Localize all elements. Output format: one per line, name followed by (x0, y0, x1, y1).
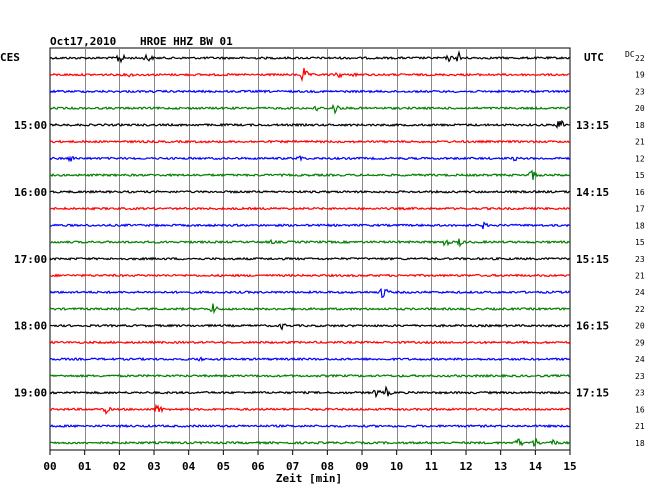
row-scale-value: 24 (635, 355, 645, 364)
chart-station: HROE HHZ BW 01 (140, 35, 233, 48)
row-scale-value: 18 (635, 121, 645, 130)
trace-row-13 (49, 273, 571, 278)
right-time-label: 16:15 (576, 320, 609, 333)
trace-row-22 (49, 423, 571, 429)
trace-row-15 (49, 303, 571, 315)
trace-row-20 (49, 385, 571, 399)
right-time-label: 15:15 (576, 253, 609, 266)
trace-row-11 (49, 238, 571, 248)
row-scale-value: 20 (635, 322, 645, 331)
right-time-labels: 13:15 14:15 15:15 16:15 17:15 (576, 119, 609, 400)
x-tick-label: 02 (113, 460, 126, 473)
trace-row-19 (49, 373, 571, 379)
trace-row-8 (49, 189, 571, 194)
row-scale-value: 16 (635, 188, 645, 197)
x-tick-label: 04 (182, 460, 196, 473)
x-tick-label: 08 (321, 460, 334, 473)
trace-row-3 (49, 103, 571, 115)
trace-row-17 (49, 340, 571, 345)
row-scale-labels: 22 19 23 20 18 21 12 15 16 17 18 15 23 21 24 22 20 29 24 23… (635, 54, 645, 448)
time-grid (49, 47, 571, 451)
row-scale-value: 12 (635, 154, 645, 163)
trace-row-4 (49, 119, 571, 130)
row-scale-value: 24 (635, 288, 645, 297)
x-tick-label: 11 (425, 460, 439, 473)
scale-unit-label: DC (625, 50, 635, 59)
row-scale-value: 20 (635, 104, 645, 113)
right-time-label: 13:15 (576, 119, 609, 132)
left-time-label: 15:00 (14, 119, 47, 132)
x-tick-label: 09 (355, 460, 368, 473)
x-tick-label: 14 (529, 460, 543, 473)
row-scale-value: 23 (635, 255, 645, 264)
x-tick-label: 00 (43, 460, 56, 473)
trace-row-16 (49, 323, 571, 331)
row-scale-value: 16 (635, 405, 645, 414)
right-time-label: 17:15 (576, 387, 609, 400)
right-time-label: 14:15 (576, 186, 609, 199)
trace-row-9 (49, 206, 571, 211)
x-tick-label: 13 (494, 460, 507, 473)
x-tick-label: 05 (217, 460, 230, 473)
x-tick-label: 12 (459, 460, 472, 473)
trace-row-7 (49, 169, 571, 180)
trace-row-14 (49, 287, 571, 299)
row-scale-value: 21 (635, 422, 645, 431)
x-tick-label: 07 (286, 460, 299, 473)
x-axis-title: Zeit [min] (276, 472, 342, 485)
row-scale-value: 15 (635, 238, 645, 247)
trace-row-18 (49, 356, 571, 362)
x-tick-label: 10 (390, 460, 403, 473)
row-scale-value: 21 (635, 271, 645, 280)
row-scale-value: 22 (635, 54, 645, 63)
x-tick-label: 01 (78, 460, 92, 473)
trace-row-0 (49, 50, 571, 64)
trace-row-2 (49, 89, 571, 94)
row-scale-value: 18 (635, 221, 645, 230)
x-tick-label: 03 (147, 460, 160, 473)
row-scale-value: 18 (635, 439, 645, 448)
row-scale-value: 29 (635, 338, 645, 347)
left-time-label: 16:00 (14, 186, 47, 199)
row-scale-value: 23 (635, 372, 645, 381)
left-time-label: 19:00 (14, 387, 47, 400)
row-scale-value: 22 (635, 305, 645, 314)
right-zone-label: UTC (584, 51, 604, 64)
trace-row-23 (49, 438, 571, 448)
chart-date: Oct17,2010 (50, 35, 116, 48)
plot-frame (49, 47, 571, 451)
row-scale-value: 15 (635, 171, 645, 180)
trace-row-12 (49, 256, 571, 261)
x-axis-ticks: 00 01 02 03 04 05 06 07 08 09 10 11 12 13 14 15 (43, 450, 577, 473)
trace-row-10 (50, 221, 571, 230)
trace-row-1 (49, 67, 571, 83)
x-tick-label: 06 (251, 460, 265, 473)
left-time-labels: 15:00 16:00 17:00 18:00 19:00 (14, 119, 47, 400)
trace-row-6 (49, 155, 571, 163)
left-zone-label: CES (0, 51, 20, 64)
trace-group (49, 50, 571, 448)
row-scale-value: 23 (635, 87, 645, 96)
row-scale-value: 23 (635, 389, 645, 398)
row-scale-value: 19 (635, 71, 645, 80)
row-scale-value: 17 (635, 205, 645, 214)
x-tick-label: 15 (563, 460, 576, 473)
trace-row-5 (49, 139, 571, 144)
trace-row-21 (49, 403, 571, 415)
left-time-label: 17:00 (14, 253, 47, 266)
row-scale-value: 21 (635, 138, 645, 147)
left-time-label: 18:00 (14, 320, 47, 333)
